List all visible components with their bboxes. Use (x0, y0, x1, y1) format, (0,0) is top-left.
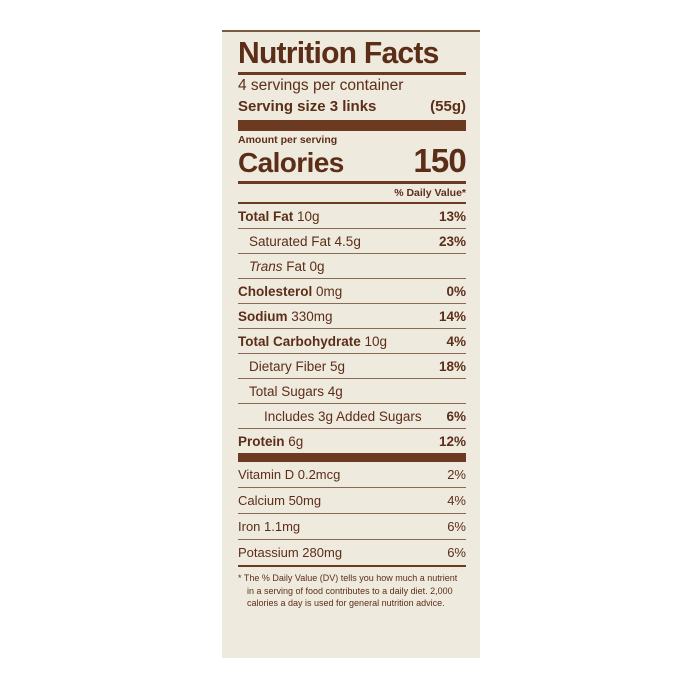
nutrient-row: Total Carbohydrate 10g 4% (238, 329, 466, 353)
daily-value-header: % Daily Value* (394, 187, 466, 199)
serving-size-row: Serving size 3 links (55g) (238, 97, 466, 117)
nutrient-name-bold: Total Fat (238, 208, 294, 224)
vitamin-name: Calcium 50mg (238, 493, 322, 508)
vitamin-name: Vitamin D 0.2mcg (238, 467, 341, 482)
footnote-line: * The % Daily Value (DV) tells you how m… (238, 573, 458, 583)
amount-per-serving-label: Amount per serving (238, 134, 338, 146)
vitamin-row-divider (238, 539, 466, 540)
nutrient-daily-value: 4% (446, 333, 466, 349)
divider-under-title (238, 72, 466, 75)
nutrient-daily-value: 14% (438, 308, 466, 324)
daily-value-footnote: * The % Daily Value (DV) tells you how m… (238, 567, 466, 616)
vitamin-row-divider (238, 487, 466, 488)
vitamin-daily-value: 6% (447, 519, 466, 534)
vitamin-row-divider (238, 513, 466, 514)
nutrient-name: Total Fat 10g (238, 208, 320, 224)
nutrient-name-bold: Cholesterol (238, 283, 313, 299)
servings-per-container: 4 servings per container (238, 77, 404, 94)
calories-value: 150 (413, 142, 466, 179)
nutrient-daily-value: 18% (438, 358, 466, 374)
nutrient-name: Protein 6g (238, 433, 304, 449)
nutrient-daily-value: 0% (446, 283, 466, 299)
vitamin-daily-value: 6% (447, 545, 466, 560)
nutrient-list: Total Fat 10g 13% Saturated Fat 4.5g 23% Tra… (238, 204, 466, 453)
nutrient-row: Total Sugars 4g (238, 379, 466, 403)
nutrient-row: Trans Fat 0g (238, 254, 466, 278)
nutrient-row: Protein 6g 12% (238, 429, 466, 453)
vitamin-row: Iron 1.1mg 6% (238, 514, 466, 539)
nutrient-row-divider (238, 428, 466, 429)
nutrient-name: Total Carbohydrate 10g (238, 333, 388, 349)
nutrient-name-bold: Protein (238, 433, 285, 449)
nutrient-name-bold: Sodium (238, 308, 288, 324)
divider-under-dv-header (238, 202, 466, 204)
nutrient-daily-value: 6% (446, 408, 466, 424)
serving-size-metric: (55g) (430, 98, 466, 115)
nutrient-row: Includes 3g Added Sugars 6% (238, 404, 466, 428)
nutrient-daily-value: 12% (438, 433, 466, 449)
nutrient-row-divider (238, 403, 466, 404)
vitamin-list: Vitamin D 0.2mcg 2% Calcium 50mg 4% Iron 1.1… (238, 462, 466, 565)
calories-label: Calories (238, 147, 344, 178)
nutrient-row-divider (238, 253, 466, 254)
footnote-line: calories a day is used for general nutri… (247, 598, 445, 608)
label-title: Nutrition Facts (238, 35, 439, 70)
nutrient-row-divider (238, 353, 466, 354)
nutrient-name: Total Sugars 4g (249, 383, 343, 399)
vitamin-name: Iron 1.1mg (238, 519, 301, 534)
divider-under-calories (238, 181, 466, 184)
nutrient-row: Cholesterol 0mg 0% (238, 279, 466, 303)
nutrient-name: Sodium 330mg (238, 308, 333, 324)
vitamin-daily-value: 2% (447, 467, 466, 482)
panel-top-border (222, 30, 480, 32)
nutrient-daily-value: 13% (438, 208, 466, 224)
nutrient-name: Saturated Fat 4.5g (249, 233, 361, 249)
nutrient-daily-value: 23% (438, 233, 466, 249)
vitamin-row: Calcium 50mg 4% (238, 488, 466, 513)
nutrient-row-divider (238, 278, 466, 279)
nutrient-row: Dietary Fiber 5g 18% (238, 354, 466, 378)
divider-thick-above-vitamins (238, 453, 466, 462)
nutrient-name: Trans Fat 0g (249, 258, 325, 274)
nutrient-row-divider (238, 328, 466, 329)
nutrient-row: Saturated Fat 4.5g 23% (238, 229, 466, 253)
nutrition-facts-panel: Nutrition Facts 4 servings per container… (222, 30, 480, 658)
footnote-line: in a serving of food contributes to a da… (247, 585, 453, 596)
serving-size-label: Serving size 3 links (238, 98, 377, 115)
nutrient-name: Dietary Fiber 5g (249, 358, 346, 374)
label-content: Nutrition Facts 4 servings per container… (222, 35, 480, 616)
vitamin-row: Vitamin D 0.2mcg 2% (238, 462, 466, 487)
vitamin-daily-value: 4% (447, 493, 466, 508)
nutrient-row-divider (238, 303, 466, 304)
vitamin-row: Potassium 280mg 6% (238, 540, 466, 565)
nutrient-row-divider (238, 228, 466, 229)
vitamin-name: Potassium 280mg (238, 545, 343, 560)
nutrient-row: Sodium 330mg 14% (238, 304, 466, 328)
nutrient-name-italic-prefix: Trans (249, 258, 283, 274)
nutrient-name-bold: Total Carbohydrate (238, 333, 361, 349)
nutrient-name: Cholesterol 0mg (238, 283, 343, 299)
nutrient-name: Includes 3g Added Sugars (264, 408, 422, 424)
nutrient-row-divider (238, 378, 466, 379)
divider-thick-above-calories (238, 120, 466, 131)
nutrient-row: Total Fat 10g 13% (238, 204, 466, 228)
calories-row: Calories 150 (238, 142, 467, 179)
divider-above-footnote (238, 565, 466, 567)
